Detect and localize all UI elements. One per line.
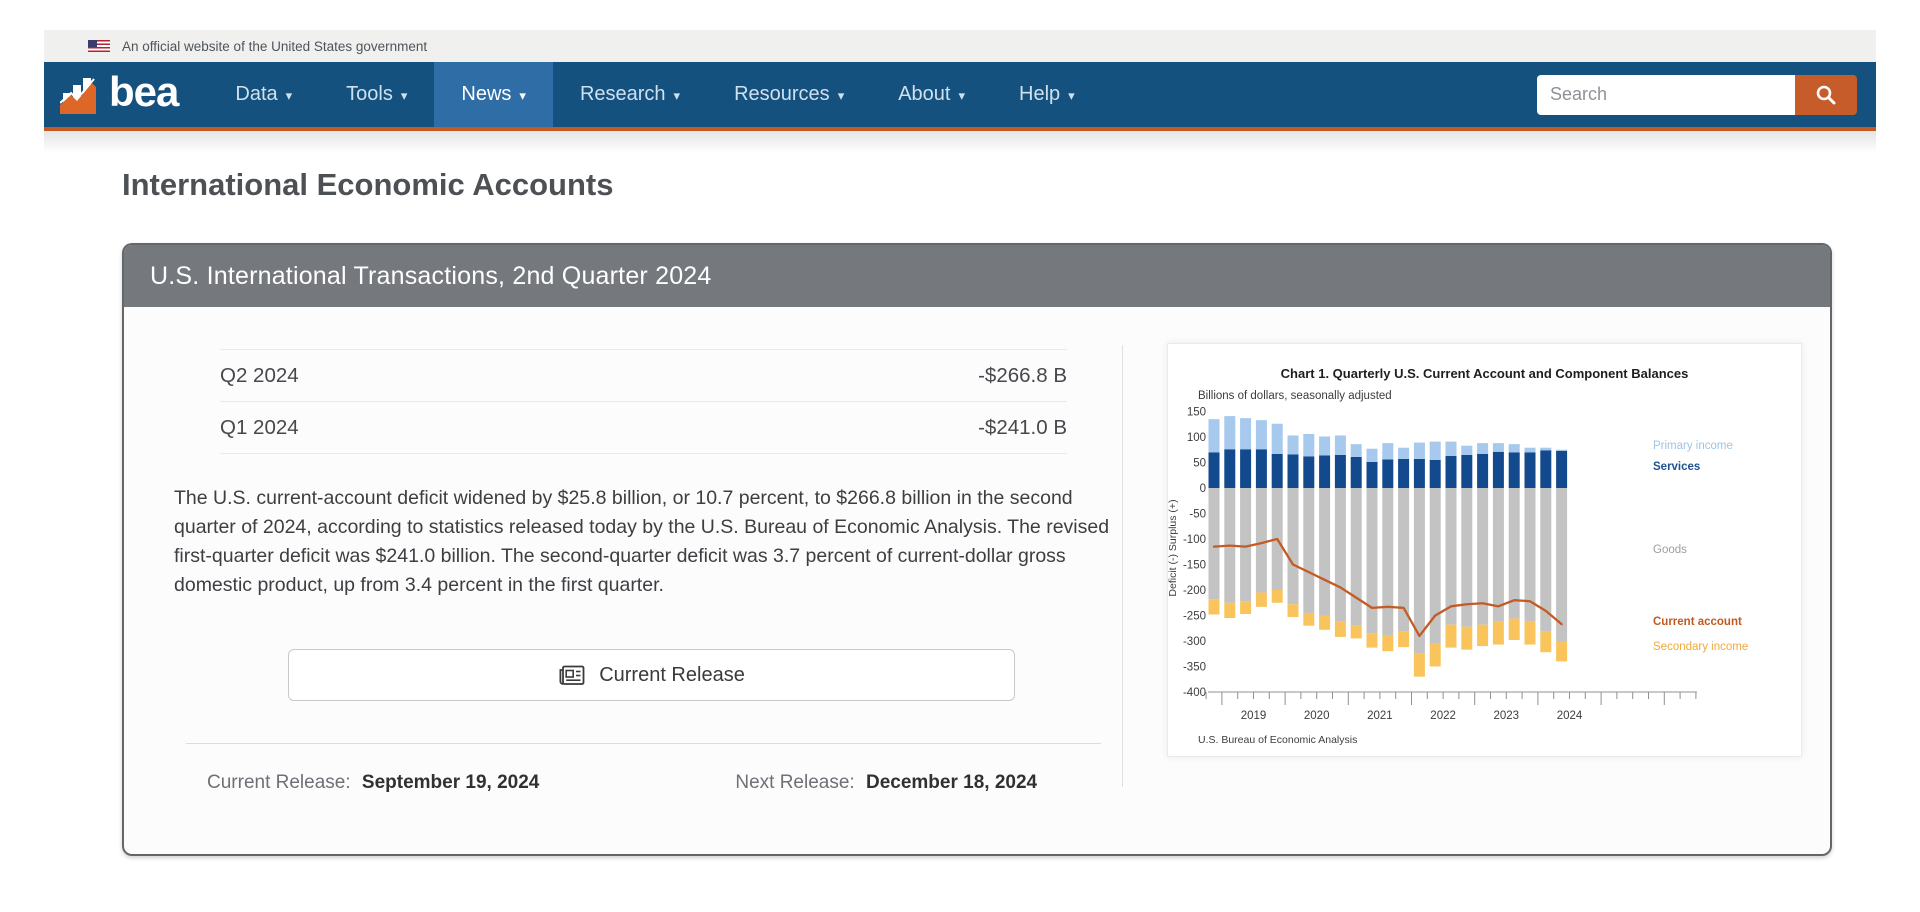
gov-banner: An official website of the United States… [44, 30, 1876, 62]
quarter-values-table: Q2 2024 -$266.8 B Q1 2024 -$241.0 B [220, 349, 1067, 454]
gov-banner-text: An official website of the United States… [122, 38, 428, 54]
quarter-value: -$266.8 B [978, 363, 1067, 387]
quarter-value: -$241.0 B [978, 415, 1067, 439]
newspaper-icon [559, 665, 585, 685]
nav-item-label: News [461, 83, 512, 105]
nav-item-label: About [898, 83, 951, 105]
next-release-date: Next Release: December 18, 2024 [735, 772, 1037, 794]
main-nav: bea Data Tools News Research Resources A… [44, 62, 1876, 127]
quarter-label: Q2 2024 [220, 363, 299, 387]
header-shadow [44, 131, 1876, 153]
nav-item-resources[interactable]: Resources [707, 62, 871, 127]
nav-item-about[interactable]: About [871, 62, 992, 127]
caret-down-icon [838, 89, 845, 102]
caret-down-icon [1068, 89, 1075, 102]
svg-text:2022: 2022 [1430, 710, 1456, 722]
us-flag-icon [88, 40, 110, 52]
panel-header: U.S. International Transactions, 2nd Qua… [124, 245, 1830, 307]
bea-logo[interactable]: bea [44, 62, 208, 127]
nav-item-help[interactable]: Help [992, 62, 1102, 127]
current-release-button[interactable]: Current Release [288, 649, 1015, 702]
chart-source: U.S. Bureau of Economic Analysis [1198, 734, 1358, 746]
legend-primary-income: Primary income [1653, 440, 1733, 452]
page-title: International Economic Accounts [122, 167, 614, 202]
svg-text:-400: -400 [1183, 687, 1206, 699]
next-release-value: December 18, 2024 [865, 772, 1038, 794]
caret-down-icon [958, 89, 965, 102]
current-account-chart: Chart 1. Quarterly U.S. Current Account … [1167, 343, 1802, 757]
legend-goods: Goods [1653, 544, 1687, 556]
release-dates: Current Release: September 19, 2024 Next… [174, 772, 1129, 794]
svg-text:100: 100 [1187, 432, 1206, 444]
legend-services: Services [1653, 461, 1701, 473]
table-row: Q2 2024 -$266.8 B [220, 350, 1067, 402]
search-button[interactable] [1795, 74, 1857, 115]
svg-text:2021: 2021 [1367, 710, 1393, 722]
caret-down-icon [674, 89, 681, 102]
nav-menu: Data Tools News Research Resources About… [208, 62, 1101, 127]
nav-item-label: Data [235, 83, 278, 105]
bea-logo-icon [60, 77, 96, 114]
chart-subtitle: Billions of dollars, seasonally adjusted [1198, 390, 1392, 402]
svg-text:2019: 2019 [1241, 710, 1267, 722]
svg-text:2023: 2023 [1494, 710, 1520, 722]
nav-item-tools[interactable]: Tools [319, 62, 434, 127]
current-release-button-label: Current Release [599, 663, 745, 686]
current-release-value: September 19, 2024 [361, 772, 540, 794]
search-icon [1816, 85, 1836, 104]
legend-current-account: Current account [1653, 616, 1742, 628]
svg-text:0: 0 [1200, 483, 1206, 495]
current-release-label: Current Release: [207, 772, 351, 794]
svg-text:150: 150 [1187, 407, 1206, 419]
page-shell: An official website of the United States… [44, 30, 1876, 856]
quarter-label: Q1 2024 [220, 415, 299, 439]
search-input[interactable] [1537, 74, 1795, 115]
svg-text:-100: -100 [1183, 534, 1206, 546]
nav-item-label: Resources [734, 83, 830, 105]
chart-plot: 150 100 50 0 -50 -100 -150 -200 -250 -300 -350 -400… [1183, 407, 1697, 722]
caret-down-icon [286, 89, 293, 102]
svg-text:-300: -300 [1183, 636, 1206, 648]
orange-accent-rule [44, 127, 1876, 131]
table-row: Q1 2024 -$241.0 B [220, 402, 1067, 454]
nav-item-label: Help [1019, 83, 1061, 105]
bea-logo-text: bea [109, 67, 179, 115]
summary-paragraph: The U.S. current-account deficit widened… [174, 487, 1110, 596]
svg-text:-350: -350 [1183, 662, 1206, 674]
caret-down-icon [401, 89, 408, 102]
panel-body: Q2 2024 -$266.8 B Q1 2024 -$241.0 B The … [124, 307, 1830, 854]
nav-item-news[interactable]: News [434, 62, 553, 127]
svg-text:2024: 2024 [1557, 710, 1583, 722]
nav-item-research[interactable]: Research [553, 62, 707, 127]
svg-text:-150: -150 [1183, 560, 1206, 572]
nav-item-label: Research [579, 83, 666, 105]
nav-item-data[interactable]: Data [208, 62, 319, 127]
svg-text:2020: 2020 [1304, 710, 1330, 722]
svg-text:-250: -250 [1183, 611, 1206, 623]
nav-item-label: Tools [346, 83, 393, 105]
svg-text:50: 50 [1193, 458, 1206, 470]
summary-column: Q2 2024 -$266.8 B Q1 2024 -$241.0 B The … [174, 307, 1129, 794]
transactions-panel: U.S. International Transactions, 2nd Qua… [122, 243, 1832, 856]
legend-secondary-income: Secondary income [1653, 641, 1749, 653]
nav-search [1537, 62, 1876, 127]
caret-down-icon [519, 89, 526, 102]
column-divider [1122, 345, 1123, 787]
chart-title: Chart 1. Quarterly U.S. Current Account … [1280, 366, 1689, 381]
current-release-date: Current Release: September 19, 2024 [207, 772, 539, 794]
svg-text:-50: -50 [1189, 509, 1206, 521]
next-release-label: Next Release: [735, 772, 855, 794]
svg-text:-200: -200 [1183, 585, 1206, 597]
divider [186, 743, 1101, 745]
